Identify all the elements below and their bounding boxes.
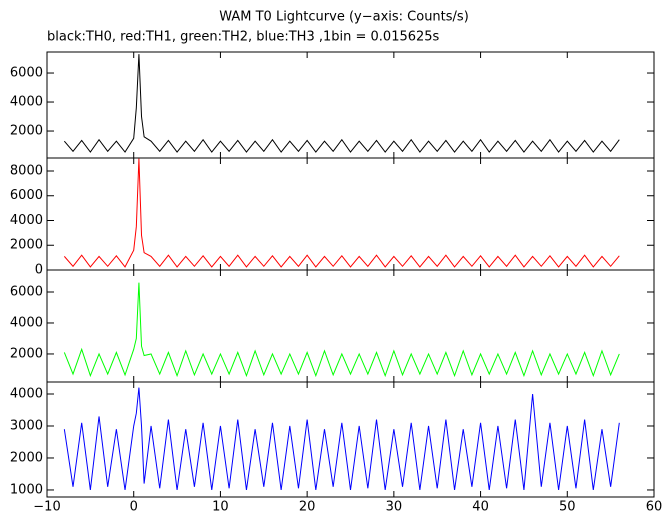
y-tick-label: 4000	[10, 95, 43, 110]
y-tick-label: 4000	[10, 213, 43, 228]
y-tick-label: 2000	[10, 238, 43, 253]
y-tick-label: 6000	[10, 284, 43, 299]
y-tick-label: 6000	[10, 188, 43, 203]
y-tick-label: 1000	[10, 482, 43, 497]
y-tick-label: 4000	[10, 315, 43, 330]
light-curve	[63, 282, 620, 378]
light-curve	[63, 387, 620, 491]
x-tick-label: 0	[130, 500, 138, 515]
chart-subtitle: black:TH0, red:TH1, green:TH2, blue:TH3 …	[47, 30, 440, 45]
x-tick-label: 50	[559, 500, 576, 515]
y-tick-label: 8000	[10, 163, 43, 178]
x-tick-label: 20	[299, 500, 316, 515]
x-tick-label: 30	[386, 500, 403, 515]
y-tick-label: 2000	[10, 346, 43, 361]
x-tick-label: 10	[212, 500, 229, 515]
panel-frame	[46, 381, 655, 498]
y-tick-label: 4000	[10, 386, 43, 401]
chart-title: WAM T0 Lightcurve (y−axis: Counts/s)	[219, 10, 469, 25]
y-tick-label: 2000	[10, 450, 43, 465]
y-tick-label: 3000	[10, 418, 43, 433]
x-tick-label: 60	[646, 500, 663, 515]
y-tick-label: 2000	[10, 124, 43, 139]
light-curve	[63, 158, 620, 268]
x-tick-label: −10	[33, 500, 60, 515]
x-tick-label: 40	[472, 500, 489, 515]
y-tick-label: 0	[35, 263, 43, 278]
y-tick-label: 6000	[10, 66, 43, 81]
light-curve	[63, 54, 620, 153]
